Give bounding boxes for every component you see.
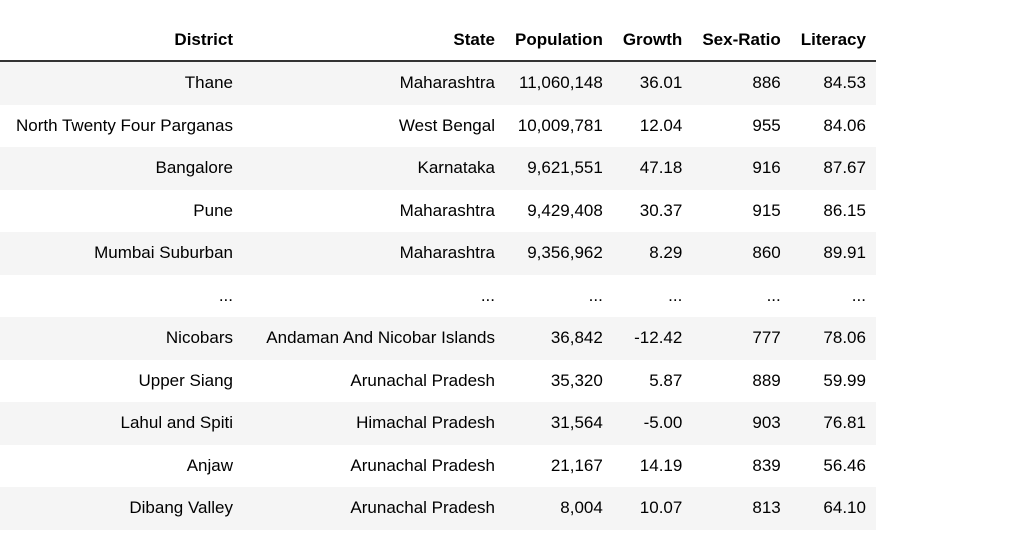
cell-sex-ratio: ... xyxy=(766,285,781,305)
table-row: Nicobars Andaman And Nicobar Islands 36,84… xyxy=(0,317,876,360)
table-body: Thane Maharashtra 11,060,148 36.01 886 84.53 N… xyxy=(0,61,876,530)
column-header-literacy: Literacy xyxy=(790,19,876,62)
cell-district: Thane xyxy=(184,73,233,93)
cell-sex-ratio: 889 xyxy=(752,370,781,390)
cell-sex-ratio: 886 xyxy=(752,73,781,93)
cell-sex-ratio: 955 xyxy=(752,115,781,135)
cell-state: ... xyxy=(480,285,495,305)
cell-district: Pune xyxy=(193,200,233,220)
cell-population: 21,167 xyxy=(550,455,603,475)
cell-state: Maharashtra xyxy=(399,243,495,263)
cell-district: Anjaw xyxy=(186,455,233,475)
cell-district: Bangalore xyxy=(155,158,233,178)
cell-district: Dibang Valley xyxy=(129,498,233,518)
cell-population: 9,356,962 xyxy=(527,243,603,263)
cell-growth: 14.19 xyxy=(639,455,683,475)
cell-population: 10,009,781 xyxy=(517,115,603,135)
cell-population: 9,429,408 xyxy=(527,200,603,220)
cell-literacy: 56.46 xyxy=(823,455,866,475)
cell-growth: -12.42 xyxy=(634,328,683,348)
cell-growth: 30.37 xyxy=(639,200,683,220)
cell-growth: 47.18 xyxy=(639,158,683,178)
cell-sex-ratio: 903 xyxy=(752,413,781,433)
dataframe-table: District State Population Growth Sex-Ratio Li… xyxy=(0,19,876,530)
cell-literacy: 86.15 xyxy=(823,200,866,220)
column-header-state: State xyxy=(243,19,505,62)
cell-literacy: 76.81 xyxy=(823,413,866,433)
cell-population: 31,564 xyxy=(550,413,603,433)
table-row: Pune Maharashtra 9,429,408 30.37 915 86.15 xyxy=(0,190,876,233)
table-row: Bangalore Karnataka 9,621,551 47.18 916 87.67 xyxy=(0,147,876,190)
table-row: Lahul and Spiti Himachal Pradesh 31,564 -5.… xyxy=(0,402,876,445)
table-row: Upper Siang Arunachal Pradesh 35,320 5.87 88… xyxy=(0,360,876,403)
cell-district: Nicobars xyxy=(165,328,233,348)
column-header-population: Population xyxy=(505,19,613,62)
cell-literacy: 87.67 xyxy=(823,158,866,178)
cell-growth: -5.00 xyxy=(643,413,683,433)
cell-growth: ... xyxy=(668,285,683,305)
cell-growth: 10.07 xyxy=(639,498,683,518)
cell-literacy: 84.06 xyxy=(823,115,866,135)
cell-literacy: 78.06 xyxy=(823,328,866,348)
cell-literacy: 84.53 xyxy=(823,73,866,93)
cell-literacy: ... xyxy=(851,285,866,305)
cell-population: 36,842 xyxy=(550,328,603,348)
cell-growth: 36.01 xyxy=(639,73,683,93)
cell-state: West Bengal xyxy=(398,115,495,135)
cell-district: Lahul and Spiti xyxy=(120,413,233,433)
cell-growth: 12.04 xyxy=(639,115,683,135)
table-row: Mumbai Suburban Maharashtra 9,356,962 8.29 8… xyxy=(0,232,876,275)
cell-sex-ratio: 839 xyxy=(752,455,781,475)
cell-sex-ratio: 916 xyxy=(752,158,781,178)
column-header-district: District xyxy=(0,19,243,62)
cell-district: Upper Siang xyxy=(138,370,233,390)
ellipsis-row: .................. xyxy=(0,275,876,318)
table-row: Dibang Valley Arunachal Pradesh 8,004 10.07… xyxy=(0,487,876,530)
cell-state: Maharashtra xyxy=(399,200,495,220)
cell-population: ... xyxy=(588,285,603,305)
cell-population: 9,621,551 xyxy=(527,158,603,178)
cell-growth: 5.87 xyxy=(649,370,683,390)
column-header-sex-ratio: Sex-Ratio xyxy=(692,19,791,62)
cell-state: Arunachal Pradesh xyxy=(350,370,495,390)
cell-state: Andaman And Nicobar Islands xyxy=(266,328,495,348)
header-row: District State Population Growth Sex-Ratio Li… xyxy=(0,19,876,62)
cell-district: North Twenty Four Parganas xyxy=(15,115,233,135)
cell-district: Mumbai Suburban xyxy=(94,243,233,263)
cell-sex-ratio: 860 xyxy=(752,243,781,263)
cell-state: Arunachal Pradesh xyxy=(350,498,495,518)
cell-district: ... xyxy=(218,285,233,305)
table-header: District State Population Growth Sex-Ratio Li… xyxy=(0,19,876,62)
cell-growth: 8.29 xyxy=(649,243,683,263)
cell-sex-ratio: 777 xyxy=(752,328,781,348)
cell-population: 8,004 xyxy=(560,498,603,518)
table-row: North Twenty Four Parganas West Bengal 10,… xyxy=(0,105,876,148)
cell-sex-ratio: 813 xyxy=(752,498,781,518)
cell-population: 11,060,148 xyxy=(519,73,603,93)
cell-state: Himachal Pradesh xyxy=(356,413,495,433)
table-row: Thane Maharashtra 11,060,148 36.01 886 84.53 xyxy=(0,61,876,105)
cell-state: Karnataka xyxy=(417,158,496,178)
cell-state: Maharashtra xyxy=(399,73,495,93)
column-header-growth: Growth xyxy=(612,19,693,62)
cell-population: 35,320 xyxy=(550,370,603,390)
cell-literacy: 89.91 xyxy=(823,243,866,263)
table-row: Anjaw Arunachal Pradesh 21,167 14.19 839 56.4… xyxy=(0,445,876,488)
cell-literacy: 64.10 xyxy=(823,498,866,518)
cell-state: Arunachal Pradesh xyxy=(350,455,495,475)
cell-sex-ratio: 915 xyxy=(752,200,781,220)
cell-literacy: 59.99 xyxy=(823,370,866,390)
